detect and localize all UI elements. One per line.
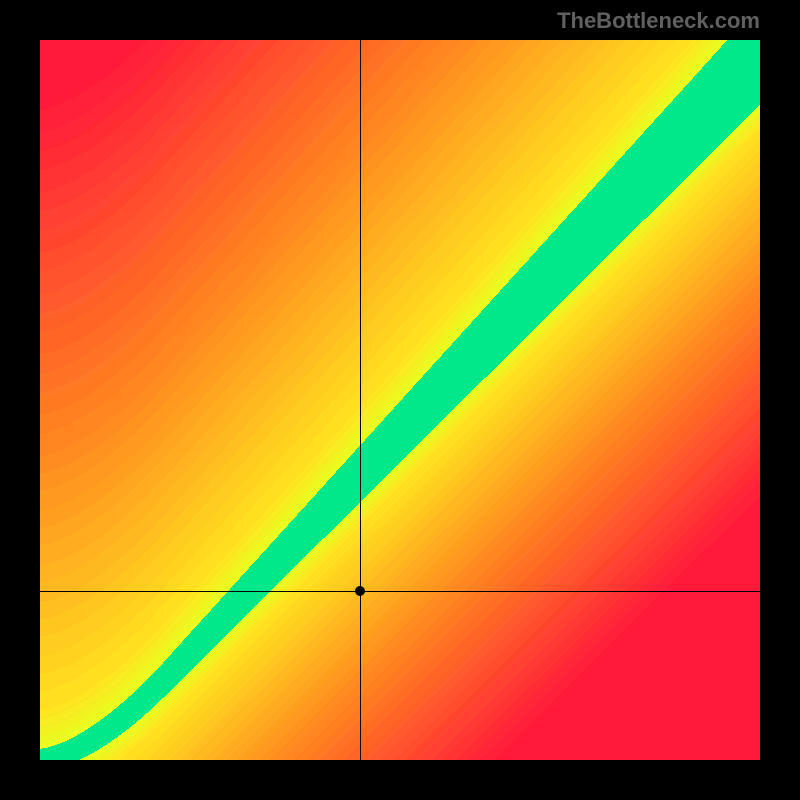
heatmap-plot [40, 40, 760, 760]
crosshair-horizontal [40, 591, 760, 592]
heatmap-canvas [40, 40, 760, 760]
crosshair-vertical [360, 40, 361, 760]
data-point-marker [355, 586, 365, 596]
watermark-text: TheBottleneck.com [557, 8, 760, 34]
